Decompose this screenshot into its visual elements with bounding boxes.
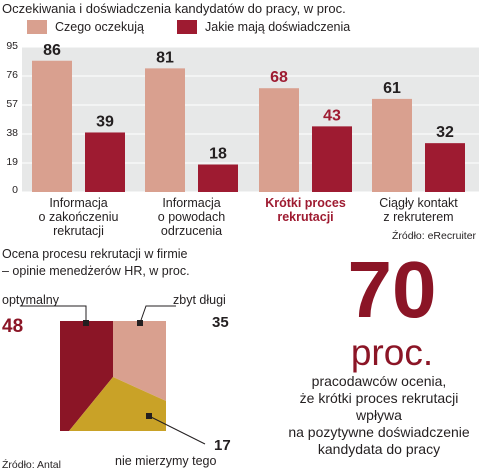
pie-chart-svg <box>20 305 206 445</box>
bar-experience <box>312 126 352 192</box>
bar-chart-svg: 86 81 68 61 39 18 43 32 <box>22 42 479 193</box>
category-label-line: o zakończeniu <box>38 210 119 224</box>
category-label-line: Ciągły kontakt <box>379 196 458 210</box>
source-bottom: Źródło: Antal <box>2 459 61 471</box>
pie-leader-line <box>20 305 87 323</box>
bar-experience <box>85 132 125 192</box>
bar-chart-panel: 86 81 68 61 39 18 43 32 <box>22 42 479 193</box>
legend-item-expect: Czego oczekują <box>27 20 144 34</box>
category-label: Informacja o zakończeniu rekrutacji <box>24 196 134 238</box>
category-label: Informacja o powodach odrzucenia <box>137 196 247 238</box>
y-tick-label: 19 <box>6 156 18 168</box>
pie-label-not-measured: nie mierzymy tego <box>115 454 217 468</box>
pie-value-not-measured: 17 <box>214 437 231 454</box>
category-label-line: Informacja <box>49 196 108 210</box>
chart-title: Oczekiwania i doświadczenia kandydatów d… <box>2 1 346 16</box>
legend-swatch-experience <box>177 20 197 34</box>
bar-value-label: 61 <box>383 80 401 97</box>
bar-value-label: 43 <box>323 107 341 124</box>
legend-item-experience: Jakie mają doświadczenia <box>177 20 350 34</box>
category-label-line: rekrutacji <box>53 224 104 238</box>
pie-title-line: – opinie menedżerów HR, w proc. <box>2 264 190 278</box>
category-label-line: Informacja <box>162 196 221 210</box>
bar-experience <box>425 143 465 192</box>
pie-leader-marker <box>137 320 143 326</box>
category-label-line: z rekruterem <box>383 210 454 224</box>
bar-expect <box>32 60 72 192</box>
legend-swatch-expect <box>27 20 47 34</box>
callout-line: pracodawców ocenia, <box>311 373 447 389</box>
category-label: Krótki proces rekrutacji <box>251 196 361 224</box>
callout-line: kandydata do pracy <box>317 441 441 457</box>
bar-value-label: 86 <box>43 42 61 59</box>
pie-slice-optimal <box>60 321 113 431</box>
pie-leader-line <box>148 415 206 445</box>
category-label-line: odrzucenia <box>160 224 223 238</box>
pie-leader-marker <box>83 320 89 326</box>
category-label-line: Krótki proces <box>265 196 346 210</box>
bar-expect <box>372 98 412 192</box>
bar-expect <box>259 88 299 192</box>
callout-number: 70 <box>347 245 437 334</box>
pie-slice-too-long <box>113 321 166 401</box>
pie-label-optimal: optymalny <box>2 293 59 307</box>
callout-line: na pozytywne doświadczenie <box>288 424 470 440</box>
category-label: Ciągły kontakt z rekruterem <box>364 196 474 224</box>
pie-label-too-long: zbyt długi <box>173 293 226 307</box>
pie-value-too-long: 35 <box>212 314 229 331</box>
source-top: Źródło: eRecruiter <box>392 230 477 242</box>
y-tick-label: 76 <box>6 69 18 81</box>
bar-value-label: 81 <box>156 49 174 66</box>
y-tick-label: 57 <box>6 98 18 110</box>
bar-experience <box>198 164 238 192</box>
pie-value-optimal: 48 <box>2 316 24 337</box>
bar-value-label: 32 <box>436 124 454 141</box>
category-label-line: o powodach <box>157 210 226 224</box>
callout-unit: proc. <box>350 332 434 373</box>
bar-value-label: 68 <box>270 69 288 86</box>
pie-chart-title: Ocena procesu rekrutacji w firmie – opin… <box>2 246 190 280</box>
callout-line: wpływa <box>356 407 402 423</box>
y-tick-label: 0 <box>12 184 18 196</box>
legend-label-experience: Jakie mają doświadczenia <box>205 20 351 34</box>
bar-expect <box>145 68 185 192</box>
category-label-line: rekrutacji <box>277 210 334 224</box>
y-tick-label: 95 <box>6 40 18 52</box>
callout-line: że krótki proces rekrutacji <box>299 390 459 406</box>
pie-title-line: Ocena procesu rekrutacji w firmie <box>2 247 188 261</box>
pie-leader-line <box>139 305 176 324</box>
bar-value-label: 39 <box>96 113 114 130</box>
pie-slice-not-measured <box>69 377 166 431</box>
bar-value-label: 18 <box>209 146 227 163</box>
y-tick-label: 38 <box>6 127 18 139</box>
pie-leader-marker <box>146 413 152 419</box>
callout-text: pracodawców ocenia, że krótki proces rek… <box>279 373 479 458</box>
legend-label-expect: Czego oczekują <box>55 20 144 34</box>
